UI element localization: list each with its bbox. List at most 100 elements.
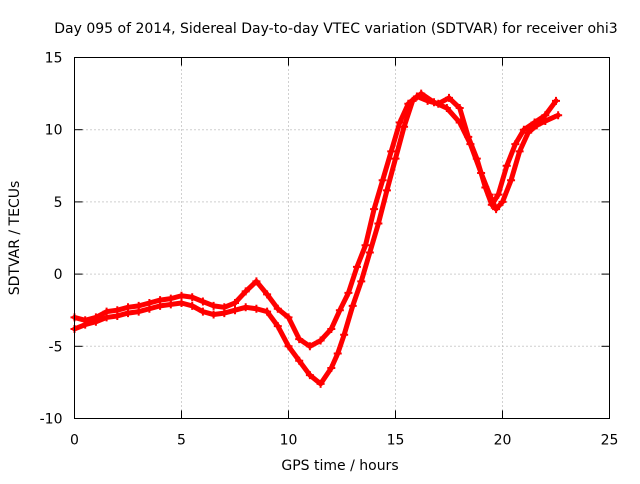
data-point: [295, 335, 304, 344]
x-tick-label: 5: [177, 433, 186, 449]
data-point: [511, 140, 520, 149]
data-point: [145, 304, 154, 313]
data-point: [382, 186, 391, 195]
data-point: [124, 309, 132, 318]
data-point: [188, 301, 197, 310]
data-point: [400, 122, 409, 131]
data-point: [485, 190, 494, 199]
data-point: [231, 306, 239, 315]
x-tick-label: 10: [280, 433, 298, 449]
axis-ticks: 0 5 10 15 20 25 -10 -5 0 5 10 15: [40, 51, 619, 449]
data-point: [316, 336, 325, 345]
data-point: [552, 96, 560, 105]
data-point: [333, 349, 342, 358]
data-point: [365, 248, 374, 257]
data-point: [532, 121, 541, 130]
y-tick-label: 10: [45, 123, 63, 139]
data-point: [220, 309, 229, 318]
data-point: [498, 197, 507, 206]
x-tick-label: 20: [494, 433, 512, 449]
data-point: [348, 301, 357, 310]
data-point: [391, 154, 400, 163]
data-point: [91, 317, 100, 326]
chart-title: Day 095 of 2014, Sidereal Day-to-day VTE…: [54, 21, 617, 37]
data-point: [252, 304, 261, 313]
data-point: [134, 307, 143, 316]
data-point: [241, 303, 250, 312]
data-point: [340, 330, 349, 339]
data-point: [515, 147, 524, 156]
data-point: [541, 117, 550, 126]
data-point: [231, 298, 239, 307]
data-point: [209, 310, 218, 319]
data-point: [466, 140, 475, 149]
data-point: [455, 118, 464, 127]
data-point: [445, 93, 453, 102]
y-tick-label: 15: [45, 51, 63, 67]
data-point: [442, 104, 451, 113]
data-point: [408, 96, 417, 105]
data-point: [263, 307, 272, 316]
data-point: [417, 89, 426, 98]
data-point: [166, 300, 175, 309]
data-point: [554, 111, 563, 120]
y-tick-label: 0: [54, 267, 63, 283]
y-axis-label: SDTVAR / TECUs: [7, 181, 23, 296]
data-point: [273, 304, 282, 313]
data-point: [494, 190, 503, 199]
data-point: [430, 98, 439, 107]
data-point: [352, 262, 361, 271]
data-point: [519, 125, 528, 134]
data-point: [273, 322, 282, 331]
data-point: [305, 342, 314, 351]
data-point: [198, 307, 207, 316]
data-point: [102, 313, 111, 322]
y-tick-label: 5: [54, 195, 63, 211]
data-point: [188, 293, 197, 302]
data-point: [113, 311, 122, 320]
data-point: [284, 313, 293, 322]
data-point: [316, 379, 325, 388]
series-track-2: [70, 89, 563, 388]
data-point: [335, 306, 344, 315]
data-point: [295, 356, 304, 365]
x-tick-label: 0: [70, 433, 79, 449]
x-tick-label: 25: [601, 433, 619, 449]
data-point: [524, 128, 533, 137]
x-axis-label: GPS time / hours: [281, 458, 398, 474]
data-point: [327, 324, 336, 333]
data-point: [156, 301, 165, 310]
data-point: [502, 161, 511, 170]
data-point: [455, 104, 464, 113]
data-point: [374, 219, 383, 228]
data-point: [284, 342, 293, 351]
data-point: [361, 241, 370, 250]
data-point: [477, 169, 486, 178]
data-point: [241, 287, 250, 296]
data-point: [507, 176, 516, 185]
y-tick-label: -10: [40, 412, 63, 428]
data-point: [370, 205, 379, 214]
data-point: [263, 290, 272, 299]
data-point: [305, 371, 314, 380]
data-series: [70, 89, 563, 388]
y-tick-label: -5: [49, 339, 63, 355]
data-point: [198, 297, 207, 306]
data-point: [378, 176, 387, 185]
data-point: [177, 291, 186, 300]
x-tick-label: 15: [387, 433, 405, 449]
data-point: [81, 320, 90, 329]
data-point: [209, 301, 218, 310]
data-point: [252, 277, 261, 286]
data-point: [327, 363, 336, 372]
data-point: [395, 118, 404, 127]
plot-frame: [74, 57, 610, 419]
data-point: [177, 298, 186, 307]
data-point: [492, 205, 501, 214]
data-point: [357, 277, 366, 286]
data-point: [344, 288, 353, 297]
data-point: [387, 147, 396, 156]
grid: [74, 57, 610, 419]
